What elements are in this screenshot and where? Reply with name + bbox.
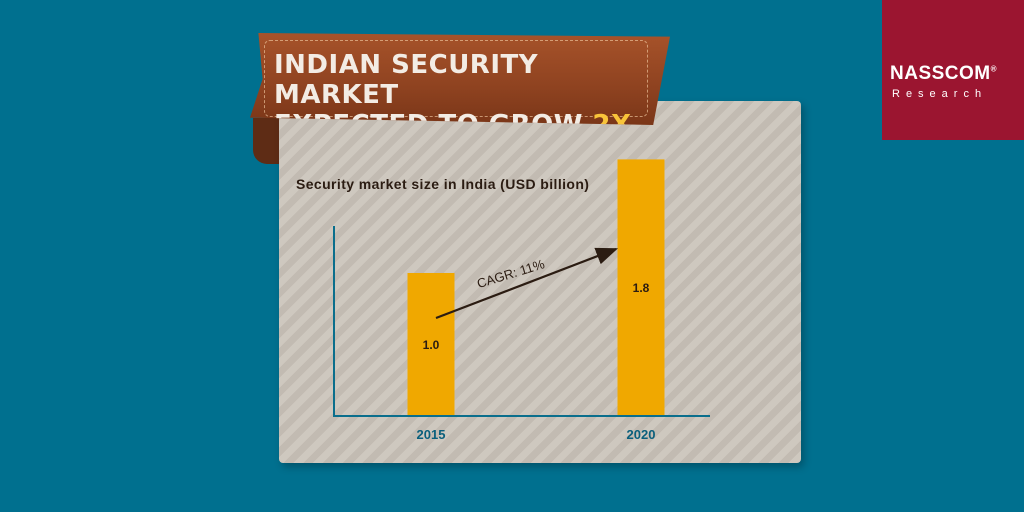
bar-2020: [617, 159, 665, 415]
ribbon-fold: [253, 118, 281, 164]
ribbon-stitching: [264, 40, 648, 117]
bar-2015: [407, 273, 455, 415]
logo-subtitle: Research: [892, 88, 988, 100]
chart-title: Security market size in India (USD billi…: [296, 176, 590, 192]
value-label-2015: 1.0: [423, 338, 440, 352]
logo-name: NASSCOM®: [890, 63, 997, 85]
chart-card: [279, 101, 801, 463]
logo-name-text: NASSCOM: [890, 63, 991, 84]
cagr-arrow: [435, 247, 619, 320]
headline: Indian Security Market Expected to grow …: [274, 50, 654, 125]
logo-reg-mark: ®: [990, 64, 998, 74]
x-tick-label-2015: 2015: [417, 427, 446, 442]
cagr-label: CAGR: 11%: [475, 256, 547, 291]
nasscom-logo: NASSCOM® Research: [882, 0, 1024, 140]
headline-highlight-2x: 2X: [592, 110, 631, 125]
title-ribbon: Indian Security Market Expected to grow …: [250, 33, 670, 125]
value-label-2020: 1.8: [633, 281, 650, 295]
x-tick-label-2020: 2020: [627, 427, 656, 442]
headline-line1: Indian Security Market: [274, 50, 539, 110]
